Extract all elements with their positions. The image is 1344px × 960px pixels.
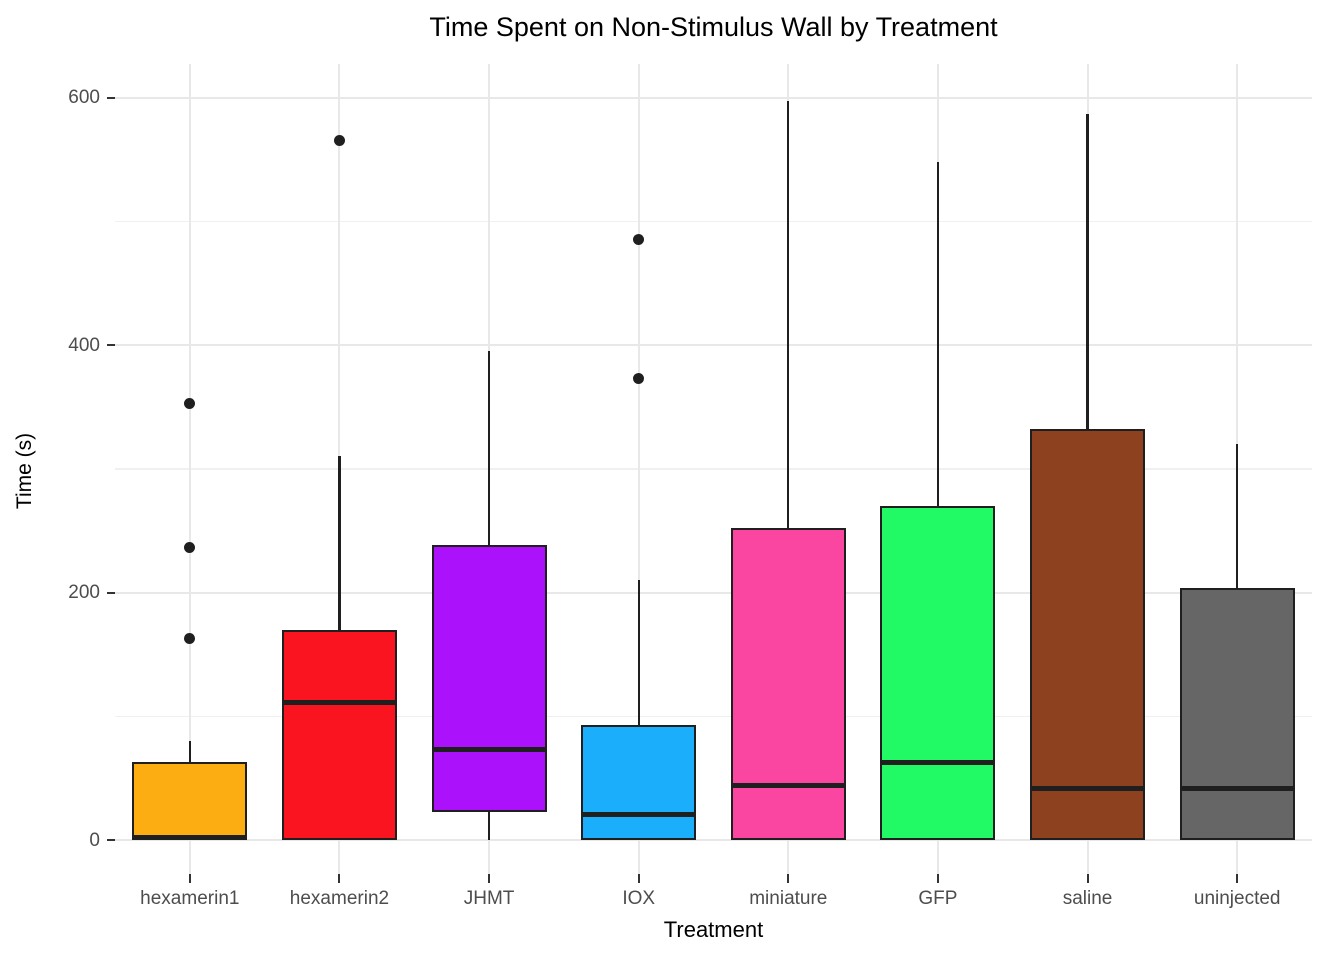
x-tick-mark <box>188 874 191 883</box>
x-tick-label-uninjected: uninjected <box>1193 888 1281 909</box>
median-line-IOX <box>581 811 697 817</box>
box-uninjected <box>1179 587 1295 840</box>
gridline-major-y <box>115 96 1312 99</box>
x-axis-title: Treatment <box>663 917 764 942</box>
box-saline <box>1030 429 1146 840</box>
upper-whisker-IOX <box>637 580 640 725</box>
gridline-minor-y <box>115 220 1312 222</box>
x-tick-mark <box>936 874 939 883</box>
box-JHMT <box>431 545 547 812</box>
box-miniature <box>730 528 846 840</box>
x-tick-mark <box>338 874 341 883</box>
box-GFP <box>880 505 996 840</box>
gridline-minor-y <box>115 468 1312 470</box>
x-tick-label-hexamerin2: hexamerin2 <box>289 888 390 909</box>
y-tick-label: 200 <box>68 582 100 603</box>
y-tick-mark <box>107 344 115 346</box>
upper-whisker-GFP <box>936 161 940 506</box>
gridline-major-x <box>637 64 640 874</box>
outlier-point-hexamerin1 <box>184 632 196 644</box>
median-line-saline <box>1030 785 1146 791</box>
outlier-point-hexamerin2 <box>333 135 345 147</box>
x-tick-mark <box>637 874 640 883</box>
x-tick-label-JHMT: JHMT <box>463 888 515 909</box>
outlier-point-IOX <box>633 372 645 384</box>
gridline-major-x <box>188 64 191 874</box>
median-line-hexamerin1 <box>132 835 248 841</box>
upper-whisker-uninjected <box>1236 444 1239 588</box>
x-tick-label-saline: saline <box>1062 888 1113 909</box>
x-tick-mark <box>787 874 790 883</box>
y-tick-label: 0 <box>89 829 100 851</box>
outlier-point-hexamerin1 <box>184 542 196 554</box>
y-tick-mark <box>107 96 115 99</box>
gridline-major-y <box>115 344 1312 346</box>
chart-title: Time Spent on Non-Stimulus Wall by Treat… <box>429 12 998 42</box>
median-line-JHMT <box>431 747 547 753</box>
upper-whisker-saline <box>1086 113 1089 430</box>
x-tick-mark <box>1236 874 1239 883</box>
x-tick-label-miniature: miniature <box>749 888 828 909</box>
median-line-GFP <box>880 759 996 765</box>
lower-whisker-JHMT <box>487 811 491 840</box>
box-hexamerin1 <box>132 762 248 840</box>
x-tick-mark <box>488 874 491 883</box>
y-tick-mark <box>107 839 115 841</box>
median-line-miniature <box>730 783 846 789</box>
x-tick-label-hexamerin1: hexamerin1 <box>140 888 240 909</box>
y-tick-label: 600 <box>68 87 100 108</box>
median-line-uninjected <box>1179 785 1295 791</box>
outlier-point-hexamerin1 <box>184 397 196 409</box>
y-axis-title: Time (s) <box>13 432 36 510</box>
median-line-hexamerin2 <box>281 700 397 706</box>
outlier-point-IOX <box>633 234 645 246</box>
box-hexamerin2 <box>281 629 397 840</box>
y-tick-label: 400 <box>68 334 100 356</box>
upper-whisker-JHMT <box>487 351 491 546</box>
x-tick-mark <box>1086 874 1089 883</box>
upper-whisker-miniature <box>787 101 790 529</box>
x-tick-label-IOX: IOX <box>622 888 656 909</box>
y-tick-mark <box>107 591 115 594</box>
upper-whisker-hexamerin2 <box>338 456 341 630</box>
box-IOX <box>581 724 697 840</box>
x-tick-label-GFP: GFP <box>918 888 958 909</box>
gridline-major-y <box>115 839 1312 841</box>
gridline-minor-y <box>115 715 1312 717</box>
upper-whisker-hexamerin1 <box>188 741 191 763</box>
gridline-major-y <box>115 591 1312 594</box>
